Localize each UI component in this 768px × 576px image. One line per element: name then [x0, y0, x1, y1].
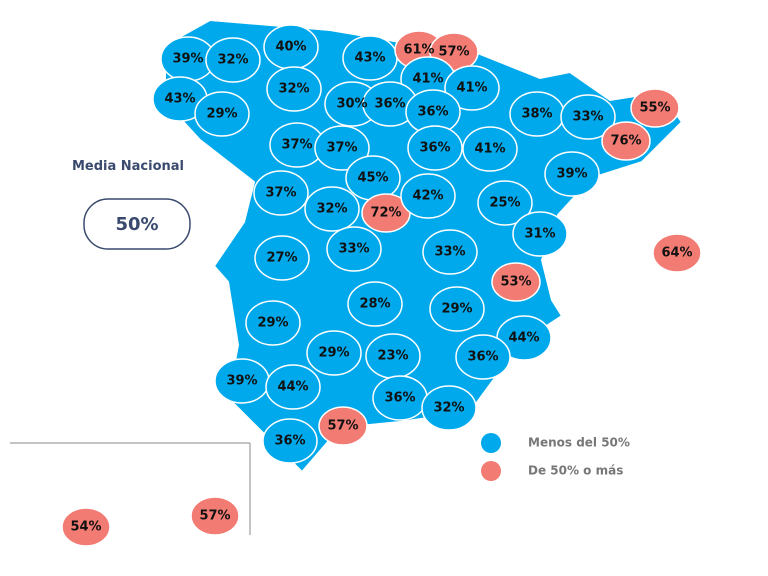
region-label: 29%	[206, 107, 237, 122]
region	[429, 286, 485, 332]
region	[245, 300, 301, 346]
region-label: 27%	[266, 251, 297, 266]
region-label: 61%	[403, 43, 434, 58]
region-label: 72%	[370, 206, 401, 221]
region	[318, 406, 368, 446]
region-label: 37%	[281, 138, 312, 153]
region-label: 42%	[412, 189, 443, 204]
region	[61, 507, 111, 547]
region	[601, 121, 651, 161]
region-label: 29%	[257, 316, 288, 331]
legend-label: De 50% o más	[528, 464, 623, 478]
region	[491, 262, 541, 302]
region	[462, 126, 518, 172]
region-label: 36%	[467, 350, 498, 365]
region-label: 54%	[70, 520, 101, 535]
region-label: 57%	[199, 509, 230, 524]
region-label: 38%	[521, 107, 552, 122]
region-label: 41%	[474, 142, 505, 157]
region-label: 43%	[354, 51, 385, 66]
region	[194, 91, 250, 137]
region-label: 23%	[377, 349, 408, 364]
region-label: 40%	[275, 40, 306, 55]
region-label: 28%	[359, 297, 390, 312]
region-label: 29%	[441, 302, 472, 317]
region-label: 64%	[661, 246, 692, 261]
region-label: 57%	[327, 419, 358, 434]
region	[306, 330, 362, 376]
region	[266, 66, 322, 112]
region-label: 44%	[277, 380, 308, 395]
region-label: 36%	[384, 391, 415, 406]
region-label: 53%	[500, 275, 531, 290]
legend-label: Menos del 50%	[528, 436, 630, 450]
region	[421, 385, 477, 431]
region-label: 41%	[412, 72, 443, 87]
region	[444, 65, 500, 111]
regions: 39% 32% 40% 43% 61% 57% 43% 29% 32% 41% 41% 30% 36% 3…	[61, 24, 702, 547]
region-label: 37%	[326, 141, 357, 156]
region	[652, 233, 702, 273]
region-label: 32%	[433, 401, 464, 416]
region-label: 76%	[610, 134, 641, 149]
region-label: 37%	[265, 186, 296, 201]
region-label: 36%	[417, 105, 448, 120]
region	[544, 151, 600, 197]
region	[477, 180, 533, 226]
region	[347, 281, 403, 327]
region-label: 44%	[508, 331, 539, 346]
region-label: 33%	[572, 110, 603, 125]
average-title: Media Nacional	[72, 159, 184, 174]
region	[422, 229, 478, 275]
region-label: 41%	[456, 81, 487, 96]
region-label: 36%	[274, 434, 305, 449]
region	[560, 94, 616, 140]
region-label: 32%	[217, 53, 248, 68]
region-label: 36%	[419, 141, 450, 156]
region-label: 30%	[336, 97, 367, 112]
region	[400, 173, 456, 219]
region-label: 36%	[374, 97, 405, 112]
average-value: 50%	[115, 214, 158, 235]
region	[455, 334, 511, 380]
region	[326, 226, 382, 272]
region	[304, 186, 360, 232]
region	[512, 211, 568, 257]
region	[265, 364, 321, 410]
region	[205, 37, 261, 83]
region-label: 31%	[524, 227, 555, 242]
region-shapes	[61, 24, 702, 547]
region-label: 33%	[338, 242, 369, 257]
region	[314, 125, 370, 171]
legend-swatch	[481, 461, 501, 481]
region-label: 57%	[438, 45, 469, 60]
region	[254, 235, 310, 281]
region	[253, 170, 309, 216]
legend: Menos del 50% De 50% o más	[481, 433, 630, 481]
region	[262, 418, 318, 464]
region-label: 25%	[489, 196, 520, 211]
region	[407, 125, 463, 171]
region-label: 29%	[318, 346, 349, 361]
region-label: 43%	[164, 92, 195, 107]
average-box	[83, 198, 191, 250]
region-label: 45%	[357, 171, 388, 186]
legend-swatch	[481, 433, 501, 453]
region-label: 55%	[639, 101, 670, 116]
region	[190, 496, 240, 536]
region-label: 32%	[278, 82, 309, 97]
region-label: 33%	[434, 245, 465, 260]
region	[630, 88, 680, 128]
region-labels: 39% 32% 40% 43% 61% 57% 43% 29% 32% 41% 41% 30% 36% 3…	[70, 40, 692, 535]
region-label: 39%	[556, 167, 587, 182]
region-label: 32%	[316, 202, 347, 217]
region-label: 39%	[172, 52, 203, 67]
region-label: 39%	[226, 374, 257, 389]
